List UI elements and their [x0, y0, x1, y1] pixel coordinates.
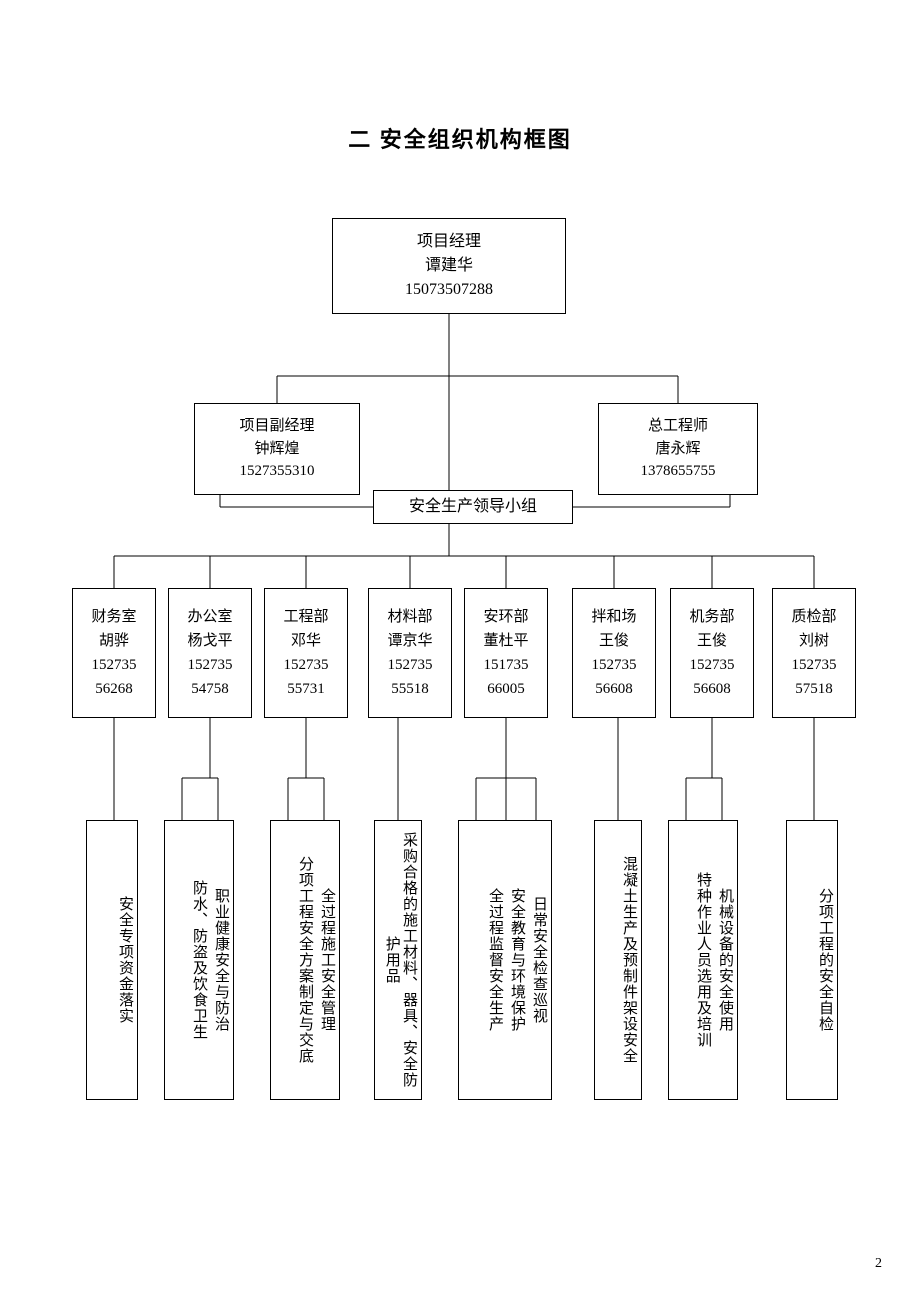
dept-label: 办公室 [187, 605, 232, 629]
leaf-col: 安全专项资金落实 [113, 896, 133, 1024]
dept-phone-2: 56608 [595, 677, 633, 701]
dept-phone-2: 55731 [287, 677, 325, 701]
node-chief-engineer: 总工程师 唐永辉 1378655755 [598, 403, 758, 495]
leaf-7: 分项工程的安全自检 [786, 820, 838, 1100]
dept-name: 王俊 [697, 629, 727, 653]
leaf-6: 机械设备的安全使用特种作业人员选用及培训 [668, 820, 738, 1100]
dept-6: 机务部王俊15273556608 [670, 588, 754, 718]
leaf-col: 全过程监督安全生产 [483, 888, 503, 1032]
leaf-col: 特种作业人员选用及培训 [691, 872, 711, 1048]
dept-phone-2: 66005 [487, 677, 525, 701]
dept-5: 拌和场王俊15273556608 [572, 588, 656, 718]
leaf-col: 职业健康安全与防治 [209, 888, 229, 1032]
dept-name: 刘树 [799, 629, 829, 653]
leaf-0: 安全专项资金落实 [86, 820, 138, 1100]
dept-phone-1: 152735 [592, 653, 637, 677]
leaf-col: 混凝土生产及预制件架设安全 [617, 856, 637, 1064]
pm-phone: 15073507288 [405, 278, 493, 302]
leaf-col: 全过程施工安全管理 [315, 888, 335, 1032]
dept-phone-1: 151735 [484, 653, 529, 677]
dept-label: 质检部 [791, 605, 836, 629]
dept-phone-2: 57518 [795, 677, 833, 701]
page-number: 2 [875, 1256, 882, 1272]
dpm-role: 项目副经理 [239, 415, 314, 438]
dpm-phone: 1527355310 [240, 460, 315, 483]
dept-label: 安环部 [483, 605, 528, 629]
dept-phone-2: 54758 [191, 677, 229, 701]
leaf-col: 日常安全检查巡视 [527, 896, 547, 1024]
dept-name: 杨戈平 [187, 629, 232, 653]
dept-name: 谭京华 [387, 629, 432, 653]
leaf-5: 混凝土生产及预制件架设安全 [594, 820, 642, 1100]
dept-label: 工程部 [283, 605, 328, 629]
leaf-4: 日常安全检查巡视安全教育与环境保护全过程监督安全生产 [458, 820, 552, 1100]
leaf-col: 分项工程的安全自检 [813, 888, 833, 1032]
dept-label: 财务室 [91, 605, 136, 629]
leaf-col: 安全教育与环境保护 [505, 888, 525, 1032]
node-deputy-pm: 项目副经理 钟辉煌 1527355310 [194, 403, 360, 495]
dept-phone-2: 56268 [95, 677, 133, 701]
dept-phone-1: 152735 [690, 653, 735, 677]
leaf-col: 采购合格的施工材料、器具、安全防护用品 [397, 827, 417, 1093]
dept-phone-1: 152735 [92, 653, 137, 677]
leaf-col: 防水、防盗及饮食卫生 [187, 880, 207, 1040]
leaf-col: 分项工程安全方案制定与交底 [293, 856, 313, 1064]
dept-name: 董杜平 [483, 629, 528, 653]
dept-name: 王俊 [599, 629, 629, 653]
dept-label: 拌和场 [591, 605, 636, 629]
group-label: 安全生产领导小组 [409, 495, 537, 519]
chief-name: 唐永辉 [655, 438, 700, 461]
pm-role: 项目经理 [417, 230, 481, 254]
leaf-3: 采购合格的施工材料、器具、安全防护用品 [374, 820, 422, 1100]
node-project-manager: 项目经理 谭建华 15073507288 [332, 218, 566, 314]
chief-role: 总工程师 [648, 415, 708, 438]
dept-name: 邓华 [291, 629, 321, 653]
dept-0: 财务室胡骅15273556268 [72, 588, 156, 718]
dept-phone-1: 152735 [792, 653, 837, 677]
dept-7: 质检部刘树15273557518 [772, 588, 856, 718]
dept-phone-2: 55518 [391, 677, 429, 701]
node-safety-group: 安全生产领导小组 [373, 490, 573, 524]
dept-phone-1: 152735 [284, 653, 329, 677]
org-chart-canvas: 二 安全组织机构框图 项目经理 谭建华 15073507288 项目副经理 钟辉… [0, 0, 920, 1302]
dept-label: 机务部 [689, 605, 734, 629]
chief-phone: 1378655755 [641, 460, 716, 483]
leaf-1: 职业健康安全与防治防水、防盗及饮食卫生 [164, 820, 234, 1100]
leaf-col: 机械设备的安全使用 [713, 888, 733, 1032]
dept-2: 工程部邓华15273555731 [264, 588, 348, 718]
page-title: 二 安全组织机构框图 [0, 122, 920, 154]
dept-3: 材料部谭京华15273555518 [368, 588, 452, 718]
dept-1: 办公室杨戈平15273554758 [168, 588, 252, 718]
leaf-2: 全过程施工安全管理分项工程安全方案制定与交底 [270, 820, 340, 1100]
dept-phone-2: 56608 [693, 677, 731, 701]
pm-name: 谭建华 [425, 254, 473, 278]
dept-phone-1: 152735 [188, 653, 233, 677]
dpm-name: 钟辉煌 [254, 438, 299, 461]
dept-4: 安环部董杜平15173566005 [464, 588, 548, 718]
dept-name: 胡骅 [99, 629, 129, 653]
dept-label: 材料部 [387, 605, 432, 629]
dept-phone-1: 152735 [388, 653, 433, 677]
